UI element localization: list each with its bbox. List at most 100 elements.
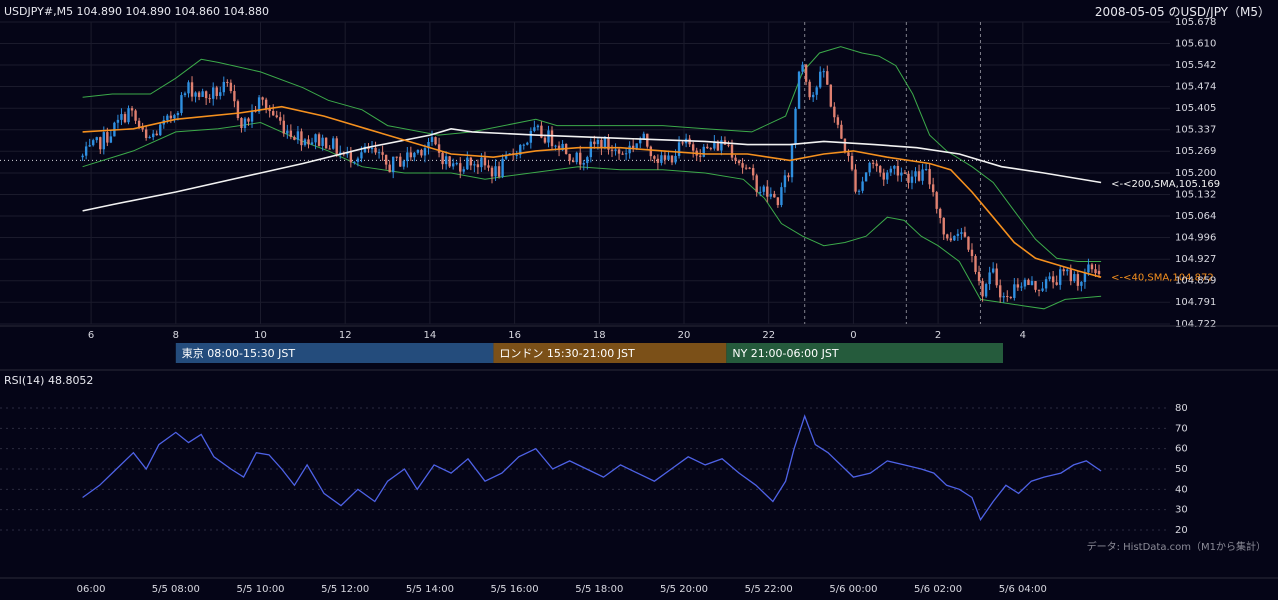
candle-body bbox=[310, 142, 314, 145]
candle-body bbox=[737, 160, 741, 164]
rsi-tick-label: 40 bbox=[1175, 484, 1188, 495]
candle-body bbox=[755, 175, 758, 192]
rsi-tick-label: 30 bbox=[1175, 505, 1188, 516]
candle-body bbox=[639, 139, 642, 144]
price-tick-label: 104.927 bbox=[1175, 254, 1216, 265]
candle-body bbox=[624, 153, 628, 155]
candle-body bbox=[568, 153, 571, 161]
candle-body bbox=[953, 235, 956, 241]
candle-body bbox=[946, 234, 949, 239]
rsi-line bbox=[82, 414, 1102, 522]
time-axis-label: 5/5 12:00 bbox=[321, 584, 369, 595]
candle-body bbox=[1023, 279, 1027, 287]
candle-body bbox=[130, 108, 134, 111]
candle-body bbox=[321, 137, 324, 146]
candle-body bbox=[466, 157, 469, 170]
candle-body bbox=[554, 145, 557, 147]
candle-body bbox=[766, 186, 769, 197]
candle-body bbox=[991, 268, 995, 273]
candle-body bbox=[437, 144, 441, 153]
candle-body bbox=[744, 167, 748, 169]
candle-body bbox=[547, 130, 550, 143]
candle-body bbox=[614, 149, 617, 151]
candle-body bbox=[1048, 276, 1051, 280]
candle-body bbox=[335, 138, 338, 154]
candle-body bbox=[194, 92, 197, 97]
candle-body bbox=[935, 192, 938, 209]
candle-body bbox=[716, 141, 720, 151]
candle-body bbox=[92, 140, 95, 146]
price-y-axis: 105.678 105.610 105.542 105.474 105.405 105.3… bbox=[1175, 17, 1216, 330]
candle-body bbox=[582, 163, 585, 165]
candle-body bbox=[917, 171, 921, 181]
candle-body bbox=[183, 93, 187, 96]
candle-body bbox=[402, 161, 405, 167]
candle-body bbox=[123, 114, 127, 123]
candle-body bbox=[815, 87, 818, 95]
candle-body bbox=[1006, 296, 1009, 298]
candle-body bbox=[751, 168, 755, 176]
candle-body bbox=[219, 92, 222, 96]
candle-body bbox=[1034, 281, 1037, 290]
time-axis-label: 5/5 10:00 bbox=[236, 584, 284, 595]
candle-body bbox=[999, 285, 1002, 298]
candle-body bbox=[201, 91, 204, 97]
candle-body bbox=[621, 153, 624, 155]
candle-body bbox=[95, 137, 98, 141]
candle-body bbox=[250, 110, 254, 122]
candle-body bbox=[388, 164, 391, 173]
candle-body bbox=[356, 158, 360, 162]
candle-body bbox=[236, 101, 240, 119]
candle-body bbox=[279, 117, 282, 121]
candle-body bbox=[423, 148, 427, 156]
candle-body bbox=[272, 111, 275, 116]
candle-body bbox=[381, 152, 384, 155]
candle-body bbox=[593, 141, 596, 145]
time-axis-label: 5/5 08:00 bbox=[152, 584, 200, 595]
candle-body bbox=[420, 149, 423, 156]
price-tick-label: 105.610 bbox=[1175, 38, 1216, 49]
candle-body bbox=[109, 136, 113, 143]
candle-body bbox=[720, 140, 723, 151]
candle-body bbox=[713, 141, 716, 149]
candle-body bbox=[416, 149, 420, 153]
candle-body bbox=[395, 156, 398, 158]
candle-body bbox=[522, 144, 525, 146]
time-tick-label: 8 bbox=[173, 330, 179, 341]
candle-body bbox=[462, 169, 465, 172]
session-band bbox=[175, 343, 494, 363]
candle-body bbox=[296, 131, 300, 140]
candle-body bbox=[1027, 279, 1030, 286]
candle-body bbox=[106, 132, 109, 143]
candle-body bbox=[406, 152, 409, 162]
candle-body bbox=[787, 175, 790, 178]
candle-body bbox=[120, 114, 123, 120]
candle-body bbox=[229, 82, 233, 92]
candle-body bbox=[963, 232, 967, 237]
candle-body bbox=[268, 108, 271, 112]
candle-body bbox=[868, 162, 871, 173]
candle-body bbox=[949, 238, 953, 241]
candle-body bbox=[939, 208, 942, 218]
candle-body bbox=[900, 172, 903, 176]
candle-body bbox=[596, 139, 600, 145]
time-axis-label: 5/5 16:00 bbox=[491, 584, 539, 595]
candle-body bbox=[543, 137, 547, 143]
candle-body bbox=[1055, 282, 1058, 285]
candle-body bbox=[187, 82, 190, 94]
candle-body bbox=[811, 94, 815, 98]
candle-body bbox=[261, 97, 264, 100]
price-tick-label: 105.474 bbox=[1175, 81, 1216, 92]
candle-body bbox=[981, 281, 984, 297]
candle-body bbox=[617, 149, 621, 154]
candle-body bbox=[879, 166, 882, 173]
candle-body bbox=[995, 268, 998, 286]
candle-body bbox=[247, 118, 250, 122]
candle-body bbox=[99, 137, 102, 150]
candle-body bbox=[924, 169, 928, 171]
candle-body bbox=[324, 137, 328, 149]
candle-body bbox=[819, 71, 822, 88]
candle-body bbox=[141, 127, 144, 130]
candle-body bbox=[1090, 264, 1094, 270]
candle-body bbox=[1013, 284, 1016, 298]
